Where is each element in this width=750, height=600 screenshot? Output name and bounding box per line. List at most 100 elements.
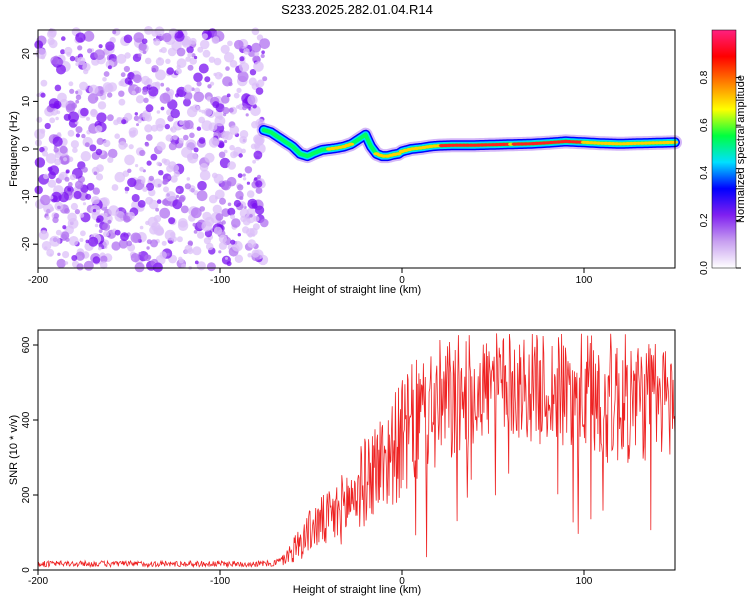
noise-blob (212, 204, 222, 214)
noise-blob (253, 177, 258, 181)
noise-blob (79, 238, 84, 242)
noise-blob (159, 49, 163, 53)
noise-blob (123, 65, 130, 73)
noise-blob (158, 170, 164, 176)
noise-blob (250, 105, 261, 117)
noise-blob (159, 251, 167, 259)
noise-blob (80, 107, 89, 117)
noise-blob (75, 251, 85, 261)
noise-blob (242, 177, 247, 181)
noise-blob (204, 229, 213, 238)
noise-blob (222, 107, 230, 115)
noise-blob (234, 254, 244, 263)
noise-blob (47, 29, 57, 39)
noise-blob (75, 32, 86, 43)
noise-blob (90, 109, 98, 118)
noise-blob (118, 98, 126, 106)
noise-blob (228, 107, 234, 113)
noise-blob (123, 34, 133, 44)
noise-blob (102, 77, 107, 82)
noise-blob (224, 131, 233, 141)
heatmap-y-tick-label: -10 (21, 189, 32, 204)
noise-blob (224, 139, 228, 144)
noise-blob (141, 179, 146, 184)
noise-blob (150, 153, 158, 161)
noise-blob (247, 232, 253, 238)
noise-blob (85, 193, 92, 200)
noise-blob (191, 53, 196, 58)
noise-blob (220, 180, 231, 191)
noise-blob (141, 38, 148, 44)
noise-blob (213, 173, 224, 184)
noise-blob (236, 105, 240, 109)
noise-blob (107, 65, 112, 70)
noise-blob (202, 33, 208, 40)
colorbar-ticks: 0.0 0.2 0.4 0.6 0.8 (699, 70, 741, 275)
noise-blob (186, 106, 198, 118)
noise-blob (138, 251, 142, 255)
noise-blob (116, 53, 127, 64)
snr-y-axis: 0 200 400 600 (21, 336, 38, 573)
noise-blob (145, 104, 154, 113)
noise-blob (127, 177, 137, 188)
noise-blob (189, 132, 195, 139)
ridge-core (395, 152, 402, 156)
noise-blob (103, 71, 110, 77)
noise-blob (160, 82, 165, 87)
noise-blob (220, 44, 230, 54)
noise-blob (159, 92, 171, 104)
noise-blob (218, 115, 223, 121)
noise-blob (239, 56, 245, 62)
noise-blob (178, 138, 185, 144)
noise-blob (165, 58, 171, 64)
snr-x-axis: -200 -100 0 100 (28, 570, 593, 587)
noise-blob (77, 56, 86, 66)
noise-blob (45, 153, 57, 164)
noise-blob (85, 116, 91, 121)
noise-blob (237, 233, 241, 237)
noise-blob (211, 36, 220, 44)
noise-blob (142, 113, 150, 122)
noise-blob (156, 141, 166, 151)
noise-blob (163, 159, 171, 166)
noise-blob (39, 146, 45, 153)
noise-blob (218, 241, 227, 250)
noise-blob (128, 144, 134, 150)
noise-blob (196, 105, 201, 110)
noise-blob (249, 214, 253, 218)
noise-blob (148, 86, 159, 97)
noise-blob (145, 182, 155, 191)
heatmap-x-label: Height of straight line (km) (293, 284, 421, 296)
noise-blob (197, 180, 207, 191)
noise-blob (199, 163, 209, 172)
noise-blob (176, 236, 183, 243)
snr-x-tick-label: 0 (399, 576, 405, 587)
noise-blob (179, 120, 185, 126)
noise-blob (77, 45, 83, 51)
noise-blob (174, 31, 185, 42)
noise-blob (134, 112, 138, 116)
noise-blob (255, 187, 263, 194)
noise-blob (221, 95, 230, 104)
noise-blob (233, 199, 241, 208)
noise-blob (97, 101, 107, 110)
noise-blob (135, 95, 145, 104)
noise-blob (178, 256, 183, 261)
noise-blob (75, 133, 80, 138)
noise-blob (57, 252, 61, 256)
noise-blob (151, 65, 159, 73)
noise-blob (80, 230, 86, 237)
noise-blob (103, 231, 109, 237)
noise-blob (57, 58, 64, 65)
noise-blob (88, 236, 99, 247)
noise-blob (227, 40, 233, 47)
noise-blob (65, 237, 70, 242)
snr-x-tick-label: -100 (210, 576, 230, 587)
noise-blob (201, 120, 213, 131)
noise-blob (192, 222, 197, 227)
noise-blob (242, 173, 246, 177)
noise-blob (38, 230, 49, 240)
noise-blob (144, 254, 151, 262)
noise-blob (254, 51, 260, 57)
